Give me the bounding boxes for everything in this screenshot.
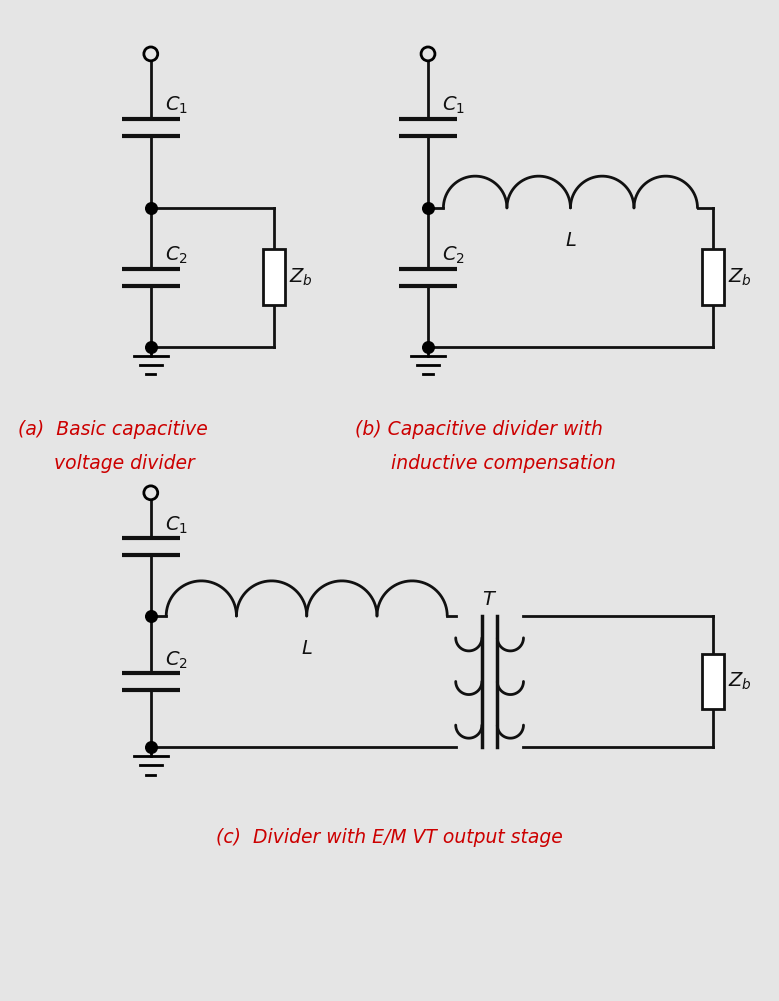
FancyBboxPatch shape — [702, 654, 724, 709]
Text: inductive compensation: inductive compensation — [355, 454, 615, 473]
Text: (b) Capacitive divider with: (b) Capacitive divider with — [355, 419, 603, 438]
Text: $Z_b$: $Z_b$ — [728, 671, 752, 692]
Point — [421, 200, 434, 216]
Text: $Z_b$: $Z_b$ — [728, 266, 752, 288]
Text: $C_2$: $C_2$ — [442, 245, 465, 266]
Text: $C_2$: $C_2$ — [164, 650, 188, 671]
Point — [145, 608, 157, 624]
Text: $C_1$: $C_1$ — [442, 95, 465, 116]
FancyBboxPatch shape — [263, 249, 285, 305]
Text: $L$: $L$ — [565, 231, 576, 249]
Text: (a)  Basic capacitive: (a) Basic capacitive — [19, 419, 208, 438]
Point — [145, 739, 157, 755]
Text: $T$: $T$ — [482, 590, 497, 609]
Text: voltage divider: voltage divider — [19, 454, 195, 473]
Text: $C_2$: $C_2$ — [164, 245, 188, 266]
Text: $C_1$: $C_1$ — [164, 515, 188, 536]
Text: $Z_b$: $Z_b$ — [290, 266, 313, 288]
FancyBboxPatch shape — [702, 249, 724, 305]
Text: $L$: $L$ — [301, 639, 312, 658]
Text: (c)  Divider with E/M VT output stage: (c) Divider with E/M VT output stage — [216, 828, 563, 847]
Point — [145, 338, 157, 354]
Point — [421, 338, 434, 354]
Text: $C_1$: $C_1$ — [164, 95, 188, 116]
Point — [145, 200, 157, 216]
